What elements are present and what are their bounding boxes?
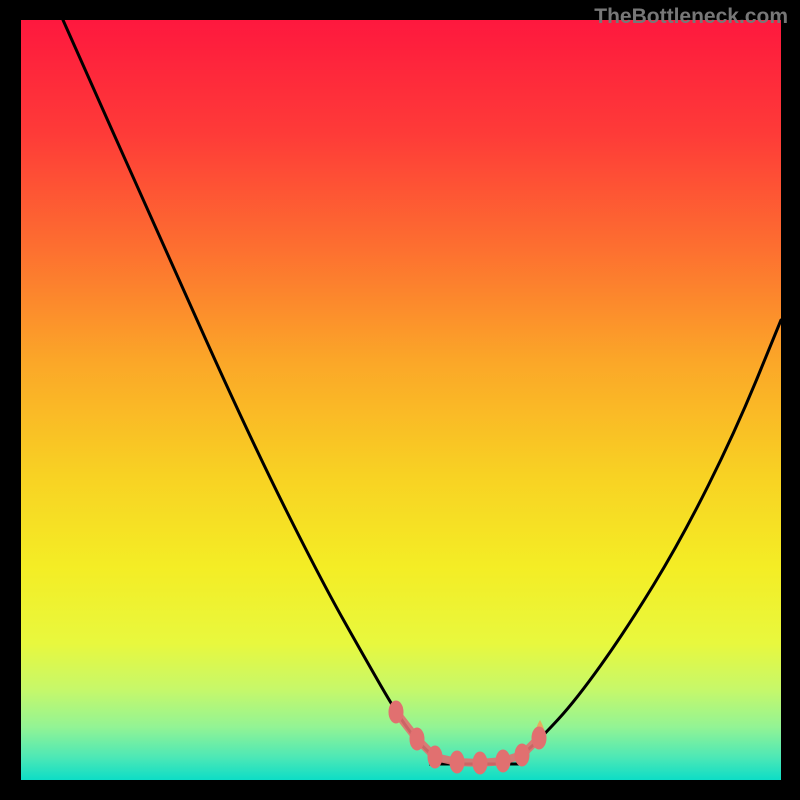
data-marker xyxy=(389,701,403,723)
plot-area xyxy=(21,20,781,780)
data-marker xyxy=(410,728,424,750)
data-marker xyxy=(515,744,529,766)
watermark-text: TheBottleneck.com xyxy=(594,5,788,29)
gradient-background xyxy=(21,20,781,780)
bottleneck-chart xyxy=(21,20,781,780)
data-marker xyxy=(428,746,442,768)
data-marker xyxy=(450,751,464,773)
data-marker xyxy=(496,750,510,772)
data-marker xyxy=(473,752,487,774)
data-marker xyxy=(532,727,546,749)
